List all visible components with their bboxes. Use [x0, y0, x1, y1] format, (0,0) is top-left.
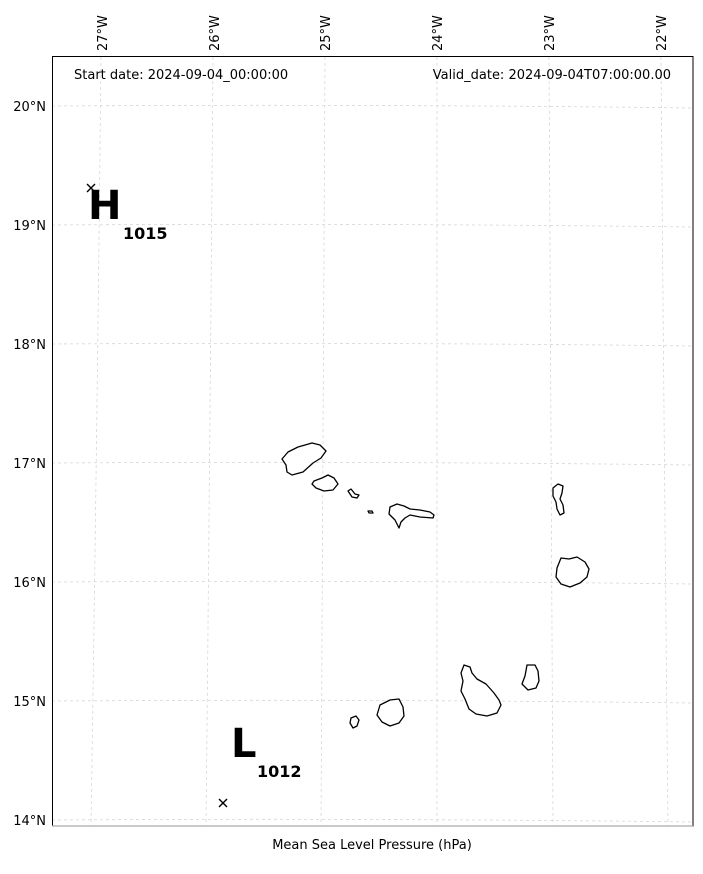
parallel-16n: [51, 580, 694, 585]
x-axis-label: Mean Sea Level Pressure (hPa): [272, 838, 472, 853]
lat-label-18n: 18°N: [13, 338, 46, 353]
meridian-22w: [660, 56, 669, 827]
island-santiago: [460, 664, 502, 717]
island-santa-luzia: [347, 488, 360, 499]
low-pressure-value: 1012: [257, 762, 302, 781]
low-pressure-symbol: L: [231, 721, 257, 767]
valid-date-label: Valid_date: 2024-09-04T07:00:00.00: [433, 68, 671, 83]
high-pressure-value: 1015: [123, 224, 168, 243]
high-pressure-marker: [86, 183, 96, 193]
island-brava: [349, 715, 360, 729]
lon-label-22w: 22°W: [655, 15, 670, 51]
island-sao-nicolau: [388, 503, 435, 529]
lat-label-16n: 16°N: [13, 576, 46, 591]
island-fogo: [376, 698, 405, 727]
lon-label-27w: 27°W: [96, 15, 111, 51]
parallel-14n: [51, 818, 694, 823]
lat-label-19n: 19°N: [13, 219, 46, 234]
low-pressure-marker: [218, 798, 228, 808]
island-boa-vista: [555, 556, 590, 588]
meridian-26w: [205, 56, 214, 827]
graticule: [51, 56, 694, 827]
island-sal: [552, 483, 565, 516]
lon-label-26w: 26°W: [208, 15, 223, 51]
latitude-labels: 20°N 19°N 18°N 17°N 16°N 15°N 14°N: [13, 100, 46, 829]
parallel-18n: [51, 342, 694, 347]
island-sao-vicente: [311, 474, 339, 492]
parallel-15n: [51, 699, 694, 704]
high-pressure-symbol: H: [88, 183, 121, 229]
lat-label-14n: 14°N: [13, 814, 46, 829]
pressure-centers: H 1015 L 1012: [86, 183, 302, 808]
island-santo-antao: [281, 442, 327, 476]
meridian-25w: [320, 56, 326, 827]
parallel-19n: [51, 223, 694, 228]
map-frame: [52, 56, 694, 827]
meridian-27w: [90, 56, 102, 827]
start-date-label: Start date: 2024-09-04_00:00:00: [74, 68, 288, 83]
parallel-17n: [51, 461, 694, 466]
meridian-23w: [548, 56, 554, 827]
lon-label-23w: 23°W: [543, 15, 558, 51]
lat-label-20n: 20°N: [13, 100, 46, 115]
lon-label-24w: 24°W: [431, 15, 446, 51]
island-branco: [367, 510, 374, 514]
parallel-20n: [51, 104, 694, 109]
lat-label-15n: 15°N: [13, 695, 46, 710]
lat-label-17n: 17°N: [13, 457, 46, 472]
coastlines: [281, 442, 590, 729]
lon-label-25w: 25°W: [319, 15, 334, 51]
island-maio: [521, 664, 540, 691]
longitude-labels: 27°W 26°W 25°W 24°W 23°W 22°W: [96, 15, 670, 51]
